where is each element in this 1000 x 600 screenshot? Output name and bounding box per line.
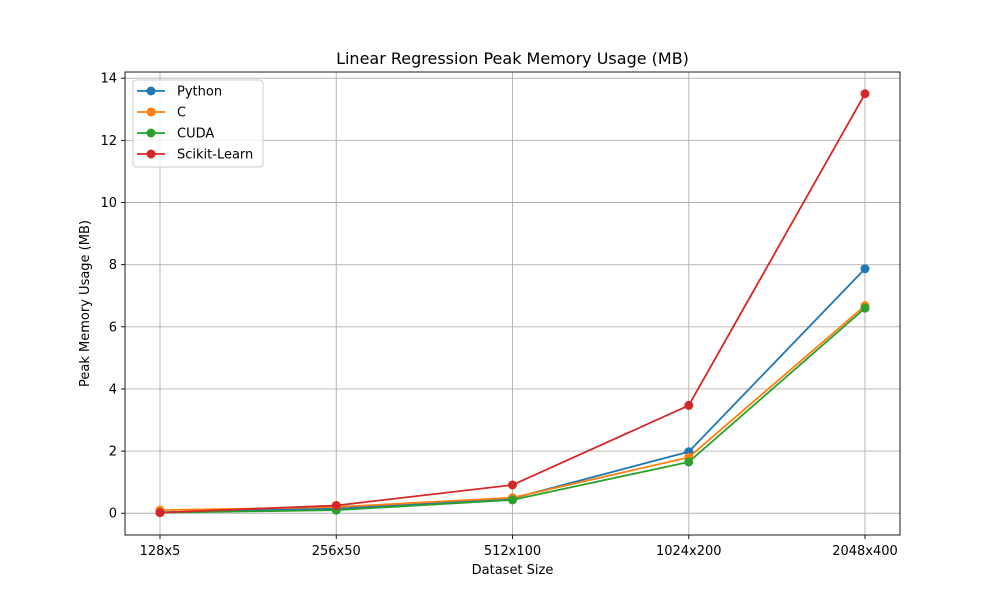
y-axis-label: Peak Memory Usage (MB) bbox=[78, 220, 93, 387]
x-axis-label: Dataset Size bbox=[472, 563, 554, 578]
series-scikit-learn bbox=[155, 89, 870, 518]
legend-items: Python C CUDA Scikit-Learn bbox=[137, 85, 253, 163]
series-lines bbox=[155, 89, 870, 518]
legend-item-scikit-learn: Scikit-Learn bbox=[137, 148, 253, 163]
legend-swatch-marker bbox=[146, 149, 156, 159]
grid bbox=[125, 72, 900, 535]
y-tick-label: 14 bbox=[100, 72, 117, 87]
chart-title: Linear Regression Peak Memory Usage (MB) bbox=[336, 49, 689, 68]
legend-item-cuda: CUDA bbox=[137, 127, 214, 142]
y-tick-label: 0 bbox=[109, 507, 117, 522]
y-tick-label: 10 bbox=[100, 196, 117, 211]
legend-box bbox=[132, 79, 264, 168]
legend-label: Scikit-Learn bbox=[177, 148, 253, 163]
x-tick-label: 256x50 bbox=[312, 544, 361, 559]
data-point-python bbox=[860, 264, 870, 274]
x-tick-label: 2048x400 bbox=[832, 544, 898, 559]
y-tick-label: 4 bbox=[109, 382, 117, 397]
y-tick-label: 8 bbox=[109, 258, 117, 273]
legend-label: CUDA bbox=[177, 127, 214, 142]
y-tick-label: 2 bbox=[109, 445, 117, 460]
data-point-scikit-learn bbox=[684, 400, 694, 410]
legend-label: Python bbox=[177, 85, 222, 100]
x-tick-label: 512x100 bbox=[484, 544, 541, 559]
data-point-scikit-learn bbox=[331, 500, 341, 510]
data-point-cuda bbox=[508, 495, 517, 505]
legend-label: C bbox=[177, 106, 186, 121]
data-point-cuda bbox=[860, 303, 870, 313]
legend-item-python: Python bbox=[137, 85, 222, 100]
legend: Python C CUDA Scikit-Learn bbox=[132, 79, 264, 168]
y-axis-ticks: 0 2 4 6 8 10 12 14 bbox=[100, 72, 125, 522]
data-point-scikit-learn bbox=[155, 508, 165, 518]
x-tick-label: 128x5 bbox=[140, 544, 181, 559]
legend-swatch-marker bbox=[146, 107, 156, 117]
legend-swatch-marker bbox=[146, 128, 156, 138]
plot-area-frame bbox=[124, 71, 901, 536]
legend-swatch-marker bbox=[146, 86, 156, 96]
legend-item-c: C bbox=[137, 106, 186, 121]
x-axis-ticks: 128x5 256x50 512x100 1024x200 2048x400 bbox=[140, 535, 898, 559]
y-tick-label: 12 bbox=[100, 134, 117, 149]
data-point-scikit-learn bbox=[508, 480, 517, 490]
data-point-scikit-learn bbox=[860, 89, 870, 99]
x-tick-label: 1024x200 bbox=[656, 544, 722, 559]
data-point-cuda bbox=[684, 457, 694, 467]
y-tick-label: 6 bbox=[109, 320, 117, 335]
